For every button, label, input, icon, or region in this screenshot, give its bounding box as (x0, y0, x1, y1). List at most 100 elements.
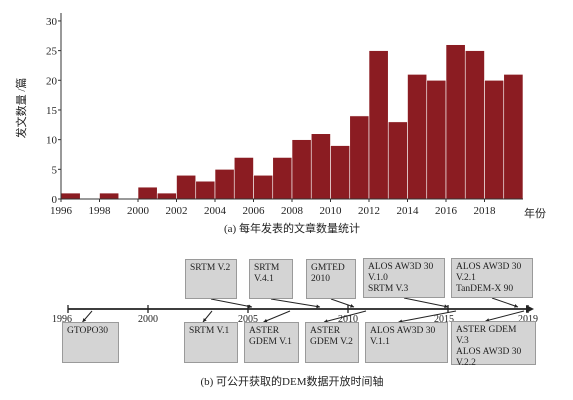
x-axis-label: 年份 (524, 206, 546, 220)
timeline-connector-above-head (248, 304, 252, 309)
dem-release-box-below-5: ASTER GDEM V.3 ALOS AW3D 30 V.2.2 (451, 321, 536, 368)
timeline-connector-above-head (316, 304, 320, 309)
timeline-year-label: 2005 (238, 314, 258, 325)
timeline-connector-below (485, 310, 525, 322)
timeline-connector-below-head (203, 318, 207, 322)
timeline-connector-above (403, 297, 449, 308)
bar-2004 (214, 169, 235, 200)
dem-release-label: V.4.1 (254, 274, 274, 284)
timeline-connector-below (323, 310, 367, 323)
x-tick-label: 2014 (397, 205, 420, 217)
y-axis-label: 发文数量 /篇 (14, 78, 28, 139)
dem-release-box-above-3: ALOS AW3D 30 V.1.0 SRTM V.3 (363, 258, 445, 298)
x-tick-label: 2018 (474, 205, 497, 217)
timeline-connector-below (263, 310, 291, 323)
timeline-connector-above (270, 298, 321, 308)
dem-release-label: V.2.1 (456, 273, 476, 283)
dem-release-label: V.3 (456, 336, 469, 346)
dem-release-label: GDEM V.1 (249, 337, 292, 347)
dem-release-label: V.1.0 (368, 273, 388, 283)
dem-release-box-above-2: GMTED 2010 (306, 259, 356, 299)
y-tick-label: 30 (46, 16, 58, 28)
timeline-connector-above (210, 298, 253, 308)
dem-release-box-above-4: ALOS AW3D 30 V.2.1 TanDEM-X 90 (451, 258, 533, 298)
y-tick-label: 25 (46, 46, 58, 58)
timeline-year-label: 2019 (518, 314, 538, 325)
y-tick-label: 0 (52, 194, 58, 206)
bar-2017 (464, 50, 485, 200)
dem-release-label: SRTM V.2 (190, 263, 231, 273)
bar-2006 (253, 174, 274, 200)
dem-release-label: ALOS AW3D 30 (368, 262, 434, 272)
bar-2008 (291, 139, 312, 200)
dem-release-label: GDEM V.2 (310, 337, 353, 347)
bars-layer (60, 44, 524, 200)
bar-2011 (349, 115, 370, 200)
chart-caption: (a) 每年发表的文章数量统计 (224, 221, 360, 235)
axes-layer: 0 5 10 15 20 25 30 1996 1998 2000 2002 2004 2006 2008… (46, 13, 523, 217)
timeline-connector-above (330, 298, 355, 308)
y-tick-label: 15 (46, 105, 58, 117)
dem-release-label: SRTM V.3 (368, 284, 409, 294)
bar-2010 (330, 145, 351, 200)
dem-release-label: ASTER (249, 326, 280, 336)
x-tick-label: 2010 (320, 205, 343, 217)
x-tick-label: 2004 (204, 205, 227, 217)
bar-1998 (99, 192, 120, 200)
dem-release-label: 2010 (311, 274, 330, 284)
x-tick-label: 1996 (50, 205, 73, 217)
dem-release-label: ASTER GDEM (456, 325, 517, 335)
dem-release-label: V.1.1 (370, 337, 390, 347)
bar-2001 (156, 192, 177, 200)
dem-release-box-below-4: ALOS AW3D 30 V.1.1 (365, 322, 448, 363)
bar-2016 (445, 44, 466, 200)
dem-release-label: GTOPO30 (67, 326, 108, 336)
timeline: 1996 2000 2005 2010 2015 2019 (52, 297, 538, 325)
dem-release-box-above-1: SRTM V.4.1 (249, 259, 293, 299)
timeline-connector-above-head (514, 304, 518, 308)
bar-2005 (233, 157, 254, 200)
x-tick-label: 2002 (166, 205, 188, 217)
timeline-year-label: 2015 (434, 314, 454, 325)
bar-2002 (176, 174, 197, 200)
timeline-arrowhead (526, 305, 534, 313)
timeline-connector-below-head (82, 318, 87, 322)
dem-release-label: V.2.2 (456, 358, 476, 368)
dem-release-label: ALOS AW3D 30 (456, 262, 522, 272)
timeline-connector-below-head (263, 318, 268, 323)
timeline-connector-above (491, 297, 519, 308)
bar-2009 (310, 133, 331, 200)
x-tick-label: 2006 (243, 205, 266, 217)
dem-release-label: ALOS AW3D 30 (456, 347, 522, 357)
y-tick-label: 20 (46, 75, 58, 87)
bar-2018 (484, 79, 505, 200)
dem-release-box-above-0: SRTM V.2 (185, 259, 237, 299)
x-tick-label: 2008 (281, 205, 304, 217)
timeline-connector-above-head (444, 304, 448, 309)
dem-release-box-below-1: SRTM V.1 (184, 322, 238, 363)
dem-release-label: SRTM (254, 263, 280, 273)
y-tick-label: 5 (52, 164, 58, 176)
timeline-year-label: 2010 (338, 314, 358, 325)
y-tick-label: 10 (46, 135, 58, 147)
bar-2000 (137, 186, 158, 200)
timeline-caption: (b) 可公开获取的DEM数据开放时间轴 (200, 374, 383, 388)
bar-2014 (407, 74, 428, 200)
bar-2015 (426, 79, 447, 200)
x-tick-label: 2016 (435, 205, 458, 217)
x-tick-label: 2000 (127, 205, 150, 217)
bar-2007 (272, 157, 293, 200)
bar-2003 (195, 180, 216, 200)
timeline-connector-above-head (350, 304, 354, 308)
timeline-year-label: 2000 (138, 314, 158, 325)
x-tick-label: 1998 (89, 205, 112, 217)
timeline-connector-below (398, 310, 457, 323)
bar-1996 (60, 192, 81, 200)
bar-2012 (368, 50, 389, 200)
dem-release-box-below-3: ASTER GDEM V.2 (305, 322, 359, 363)
dem-release-label: GMTED (311, 263, 345, 273)
dem-release-box-below-2: ASTER GDEM V.1 (244, 322, 299, 363)
dem-release-label: TanDEM-X 90 (456, 284, 514, 294)
